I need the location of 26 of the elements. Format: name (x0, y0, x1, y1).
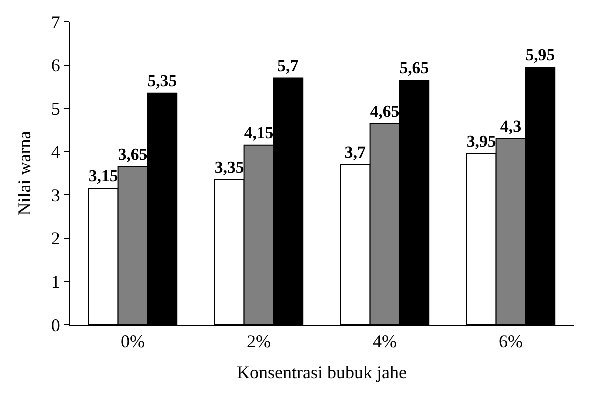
data-label: 5,7 (278, 56, 300, 76)
data-label: 5,95 (526, 45, 556, 64)
y-tick-label: 6 (51, 56, 60, 76)
y-tick-label: 5 (51, 98, 60, 119)
data-label: 5,65 (400, 58, 430, 78)
data-label: 4,65 (370, 102, 400, 121)
data-label: 4,3 (500, 116, 522, 136)
y-tick-label: 7 (51, 12, 60, 32)
y-tick-label: 0 (51, 315, 60, 336)
x-tick-label: 0% (121, 332, 145, 352)
y-tick-label: 1 (51, 272, 60, 292)
data-label: 4,15 (244, 123, 274, 142)
data-label: 3,95 (466, 132, 496, 152)
y-tick-label: 2 (51, 228, 60, 249)
x-tick-label: 6% (499, 332, 523, 352)
y-axis-title: Nilai warna (14, 131, 35, 216)
data-label: 3,15 (88, 166, 118, 186)
data-label: 3,65 (118, 145, 148, 164)
y-tick-label: 3 (51, 185, 60, 206)
x-tick-label: 2% (247, 332, 271, 352)
x-axis-title: Konsentrasi bubuk jahe (237, 362, 407, 383)
x-tick-label: 4% (373, 332, 397, 352)
data-label: 3,35 (214, 158, 244, 178)
y-tick-label: 4 (51, 142, 60, 162)
data-label: 5,35 (148, 71, 178, 90)
data-label: 3,7 (344, 142, 366, 162)
